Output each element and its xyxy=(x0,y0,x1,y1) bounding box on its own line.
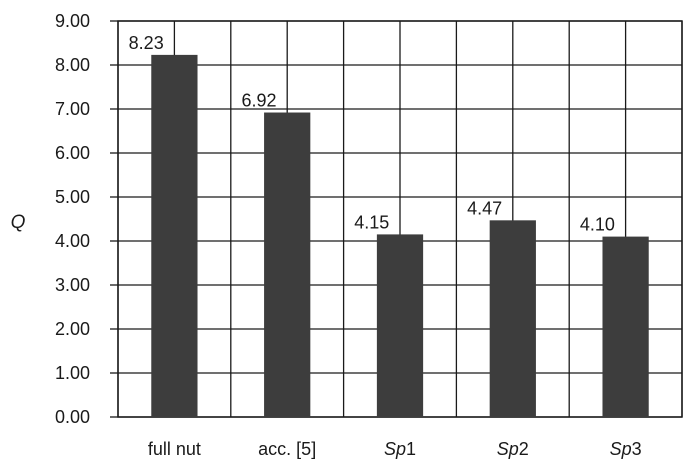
bar xyxy=(489,220,536,417)
x-tick-label: acc. [5] xyxy=(258,439,316,459)
bar xyxy=(602,236,649,417)
y-tick-label: 3.00 xyxy=(55,275,90,295)
x-tick-label: Sp1 xyxy=(384,439,416,459)
y-tick-label: 1.00 xyxy=(55,363,90,383)
data-label: 4.10 xyxy=(580,215,615,235)
y-tick-label: 7.00 xyxy=(55,99,90,119)
x-tick-labels: full nut acc. [5] Sp1 Sp2 Sp3 xyxy=(148,439,642,459)
x-tick-label: full nut xyxy=(148,439,201,459)
data-label: 6.92 xyxy=(241,91,276,111)
data-label: 4.47 xyxy=(467,198,502,218)
y-tick-label: 5.00 xyxy=(55,187,90,207)
data-label: 4.15 xyxy=(354,212,389,232)
bar xyxy=(264,112,311,418)
y-tick-label: 0.00 xyxy=(55,407,90,427)
y-tick-label: 8.00 xyxy=(55,55,90,75)
y-tick-label: 2.00 xyxy=(55,319,90,339)
bar xyxy=(151,54,198,417)
data-label: 8.23 xyxy=(129,33,164,53)
y-axis-label: Q xyxy=(11,212,26,233)
y-tick-labels: 0.00 1.00 2.00 3.00 4.00 5.00 6.00 7.00 8.00 9.00 xyxy=(55,11,90,427)
data-labels: 8.23 6.92 4.15 4.47 4.10 xyxy=(129,33,615,235)
x-tick-label: Sp2 xyxy=(497,439,529,459)
bars xyxy=(151,54,649,418)
y-tick-label: 9.00 xyxy=(55,11,90,31)
x-tick-label: Sp3 xyxy=(610,439,642,459)
bar xyxy=(376,234,424,417)
y-tick-label: 4.00 xyxy=(55,231,90,251)
y-tick-label: 6.00 xyxy=(55,143,90,163)
